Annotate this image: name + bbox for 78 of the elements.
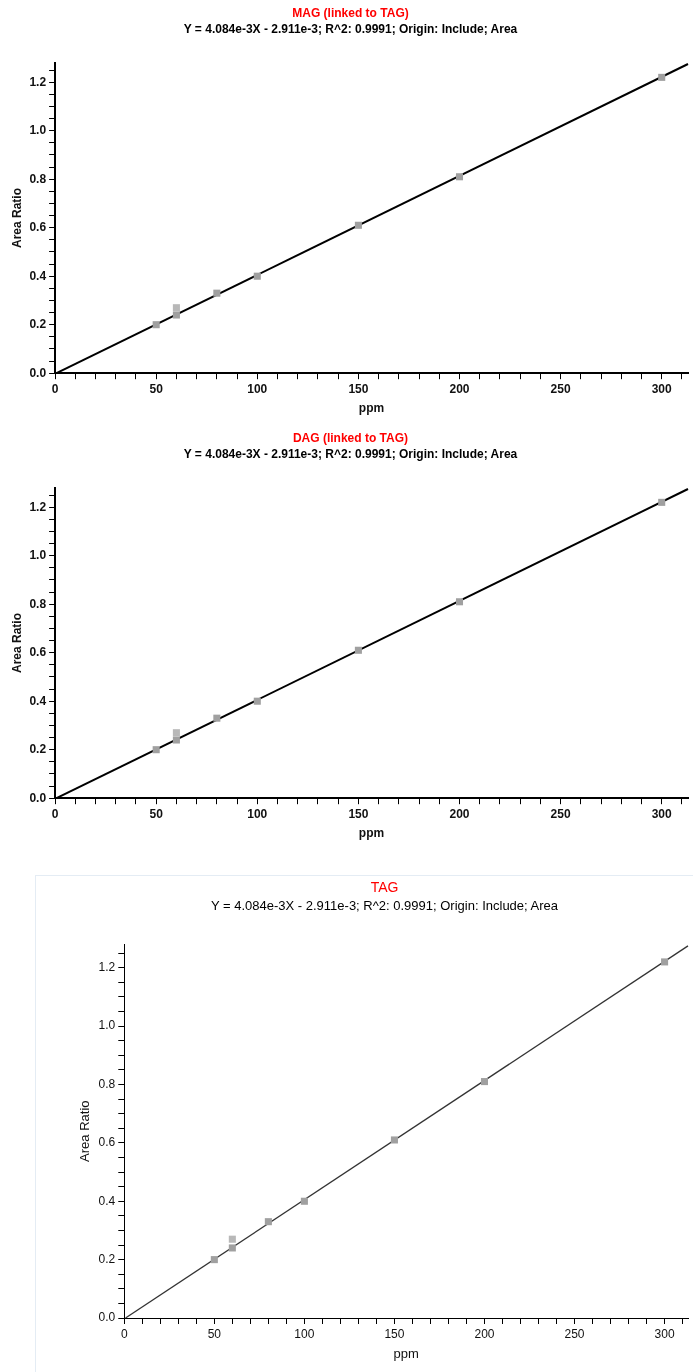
chart-subtitle: Y = 4.084e-3X - 2.911e-3; R^2: 0.9991; Origin: Include; Area [210,898,559,914]
point [213,714,221,722]
x-axis-title: ppm [393,1345,419,1361]
point [228,1235,236,1243]
y-tick-label: 1.0 [29,123,47,138]
point [228,1244,236,1252]
point [658,73,666,81]
point [172,729,180,737]
y-tick-label: 0.2 [29,317,47,332]
point [354,221,362,229]
x-tick-label: 0 [51,381,59,396]
y-tick-label: 0.4 [98,1193,116,1208]
x-tick-label: 150 [348,806,369,821]
x-tick-label: 50 [207,1326,222,1341]
y-tick-label: 0.4 [29,693,47,708]
x-axis-title: ppm [358,826,385,841]
point [658,498,666,506]
y-tick-label: 1.0 [98,1018,116,1033]
y-tick-label: 0.0 [29,365,47,380]
point [300,1197,308,1205]
x-tick-label: 300 [651,806,673,821]
x-axis-title: ppm [358,401,385,416]
x-tick-label: 0 [51,806,59,821]
y-tick-label: 0.0 [98,1310,116,1325]
x-tick-label: 100 [247,381,268,396]
x-tick-label: 250 [564,1326,585,1341]
y-tick-label: 0.6 [29,220,47,235]
y-axis-title: Area Ratio [77,1100,93,1162]
chart-title: DAG (linked to TAG) [292,430,409,445]
x-tick-label: 50 [149,381,164,396]
point [213,289,221,297]
x-tick-label: 150 [348,381,369,396]
y-tick-label: 1.2 [29,74,47,89]
point [661,958,669,966]
point [172,304,180,312]
y-tick-label: 0.6 [29,645,47,660]
y-tick-label: 0.6 [98,1135,116,1150]
point [152,746,160,754]
y-tick-label: 0.4 [29,268,47,283]
y-axis-title: Area Ratio [9,187,24,249]
point [354,646,362,654]
x-tick-label: 250 [550,381,571,396]
point [455,598,464,606]
chart-title: TAG [370,879,399,896]
point [455,173,464,181]
x-tick-label: 200 [449,381,470,396]
point [253,697,261,705]
y-tick-label: 1.2 [29,499,47,514]
chart-subtitle: Y = 4.084e-3X - 2.911e-3; R^2: 0.9991; Origin: Include; Area [183,446,518,461]
y-tick-label: 0.2 [29,742,47,757]
chart-subtitle: Y = 4.084e-3X - 2.911e-3; R^2: 0.9991; Origin: Include; Area [183,21,518,36]
x-tick-label: 250 [550,806,571,821]
x-tick-label: 200 [449,806,470,821]
point [172,736,180,744]
x-tick-label: 100 [294,1326,315,1341]
point [253,272,261,280]
y-tick-label: 0.8 [29,171,47,186]
x-tick-label: 200 [474,1326,495,1341]
y-tick-label: 0.0 [29,790,47,805]
y-tick-label: 1.0 [29,548,47,563]
y-tick-label: 0.2 [98,1251,116,1266]
y-tick-label: 1.2 [98,960,116,975]
y-axis-title: Area Ratio [9,612,24,674]
point [480,1078,489,1086]
x-tick-label: 300 [654,1326,675,1341]
point [390,1136,398,1144]
y-tick-label: 0.8 [98,1076,116,1091]
y-tick-label: 0.8 [29,596,47,611]
point [172,311,180,319]
x-tick-label: 150 [384,1326,405,1341]
chart-title: MAG (linked to TAG) [292,5,409,20]
point [152,321,160,329]
x-tick-label: 50 [149,806,164,821]
x-tick-label: 100 [247,806,268,821]
x-tick-label: 300 [651,381,673,396]
point [210,1256,218,1264]
x-tick-label: 0 [120,1326,128,1341]
point [264,1218,272,1226]
